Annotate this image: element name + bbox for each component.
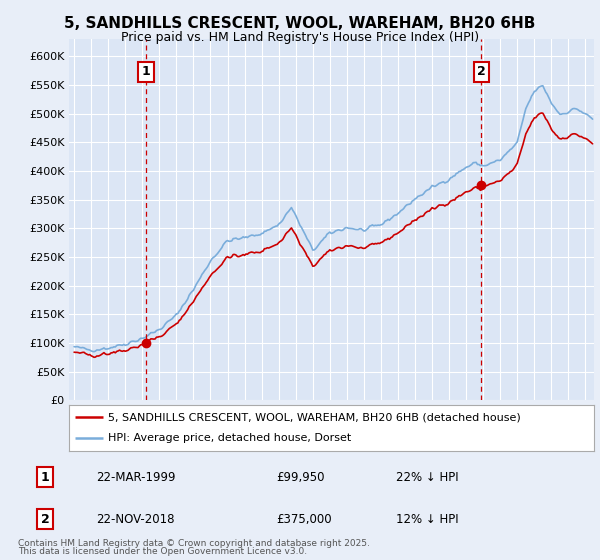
Text: 22% ↓ HPI: 22% ↓ HPI (396, 471, 458, 484)
Text: Price paid vs. HM Land Registry's House Price Index (HPI): Price paid vs. HM Land Registry's House … (121, 31, 479, 44)
Text: £375,000: £375,000 (276, 513, 332, 526)
Text: 2: 2 (41, 513, 49, 526)
Text: 22-MAR-1999: 22-MAR-1999 (96, 471, 176, 484)
Text: This data is licensed under the Open Government Licence v3.0.: This data is licensed under the Open Gov… (18, 547, 307, 556)
Text: 12% ↓ HPI: 12% ↓ HPI (396, 513, 458, 526)
Text: 5, SANDHILLS CRESCENT, WOOL, WAREHAM, BH20 6HB: 5, SANDHILLS CRESCENT, WOOL, WAREHAM, BH… (64, 16, 536, 31)
Text: Contains HM Land Registry data © Crown copyright and database right 2025.: Contains HM Land Registry data © Crown c… (18, 539, 370, 548)
Text: 2: 2 (477, 65, 486, 78)
Text: £99,950: £99,950 (276, 471, 325, 484)
Text: 5, SANDHILLS CRESCENT, WOOL, WAREHAM, BH20 6HB (detached house): 5, SANDHILLS CRESCENT, WOOL, WAREHAM, BH… (109, 412, 521, 422)
Text: 1: 1 (142, 65, 151, 78)
Text: 1: 1 (41, 471, 49, 484)
Text: HPI: Average price, detached house, Dorset: HPI: Average price, detached house, Dors… (109, 433, 352, 444)
Text: 22-NOV-2018: 22-NOV-2018 (96, 513, 175, 526)
